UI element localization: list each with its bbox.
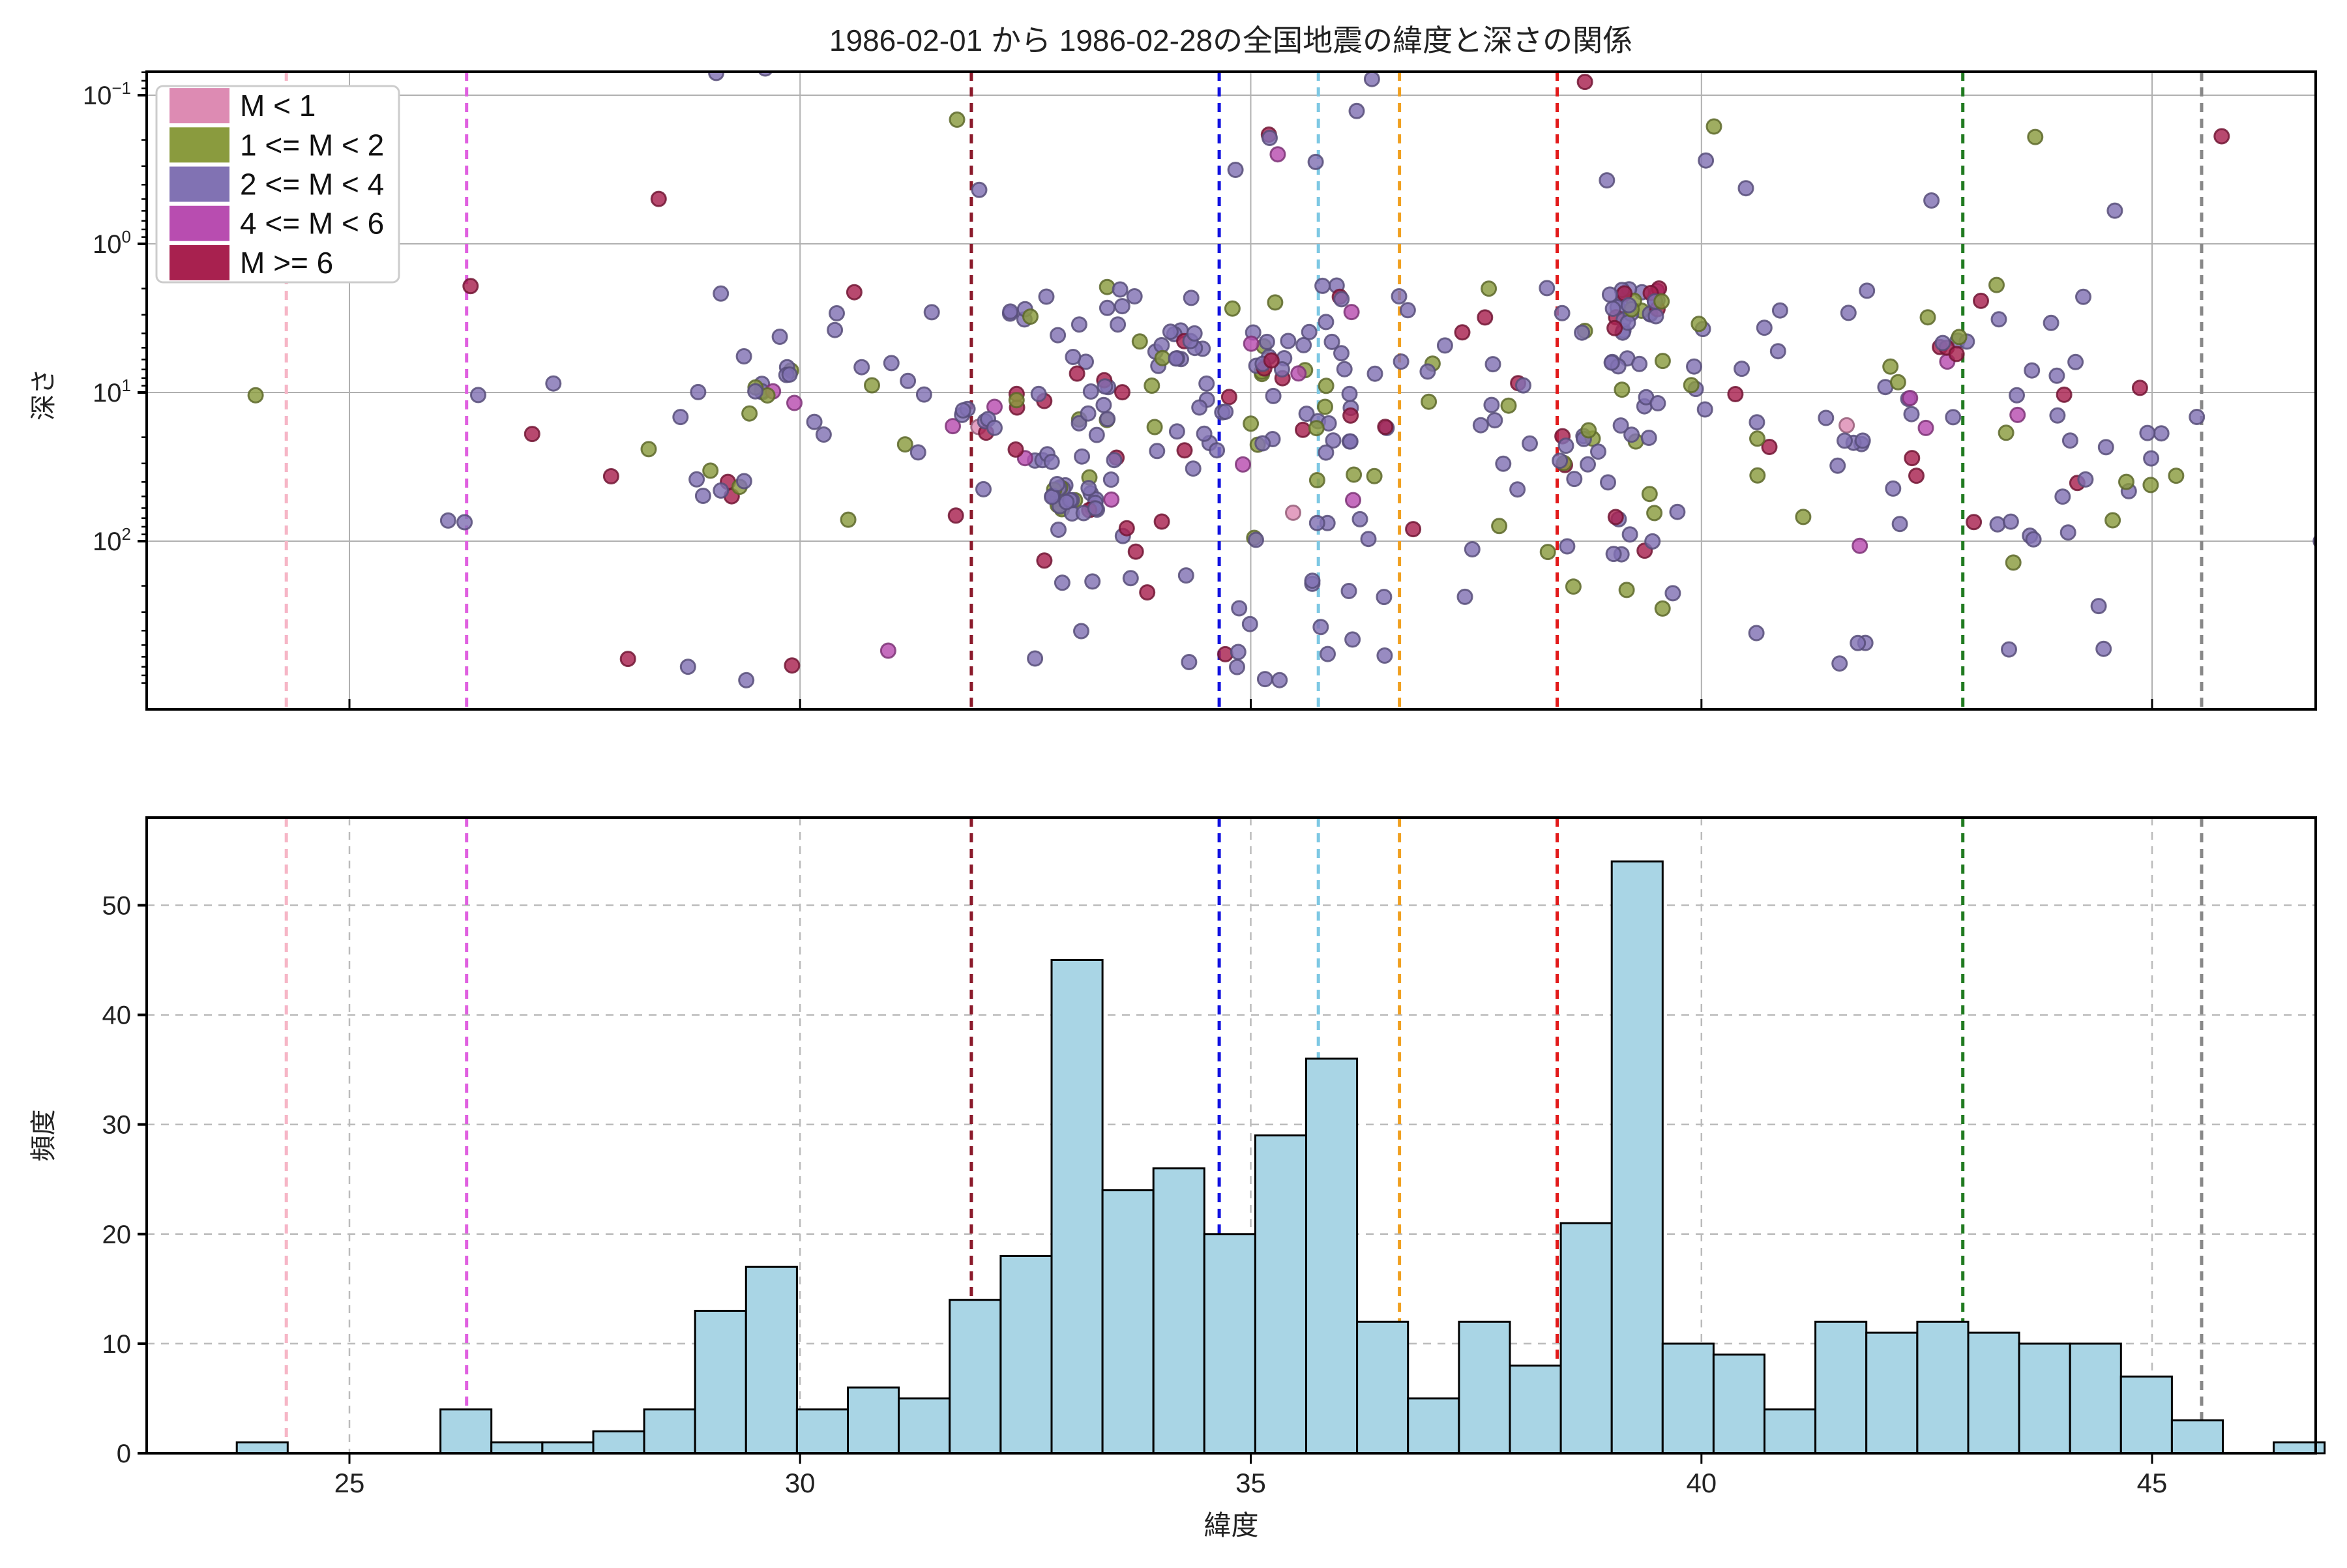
svg-text:4 <= M < 6: 4 <= M < 6 bbox=[240, 207, 384, 241]
svg-text:1986-02-01 から 1986-02-28の全国地震の: 1986-02-01 から 1986-02-28の全国地震の緯度と深さの関係 bbox=[829, 23, 1632, 57]
svg-text:2 <= M < 4: 2 <= M < 4 bbox=[240, 168, 384, 201]
svg-text:頻度: 頻度 bbox=[29, 1110, 58, 1162]
svg-text:40: 40 bbox=[102, 1001, 132, 1030]
svg-text:35: 35 bbox=[1235, 1468, 1266, 1498]
svg-text:1 <= M < 2: 1 <= M < 2 bbox=[240, 128, 384, 162]
svg-text:M >= 6: M >= 6 bbox=[240, 246, 333, 280]
svg-text:深さ: 深さ bbox=[29, 368, 58, 421]
svg-text:0: 0 bbox=[117, 1440, 131, 1468]
svg-text:30: 30 bbox=[785, 1468, 816, 1498]
svg-text:25: 25 bbox=[334, 1468, 365, 1498]
svg-text:30: 30 bbox=[102, 1111, 132, 1140]
svg-text:20: 20 bbox=[102, 1220, 132, 1249]
svg-text:45: 45 bbox=[2137, 1468, 2168, 1498]
svg-text:緯度: 緯度 bbox=[1203, 1510, 1258, 1541]
svg-text:50: 50 bbox=[102, 892, 132, 921]
svg-text:40: 40 bbox=[1686, 1468, 1717, 1498]
svg-text:10: 10 bbox=[102, 1330, 132, 1359]
svg-text:M < 1: M < 1 bbox=[240, 89, 316, 123]
